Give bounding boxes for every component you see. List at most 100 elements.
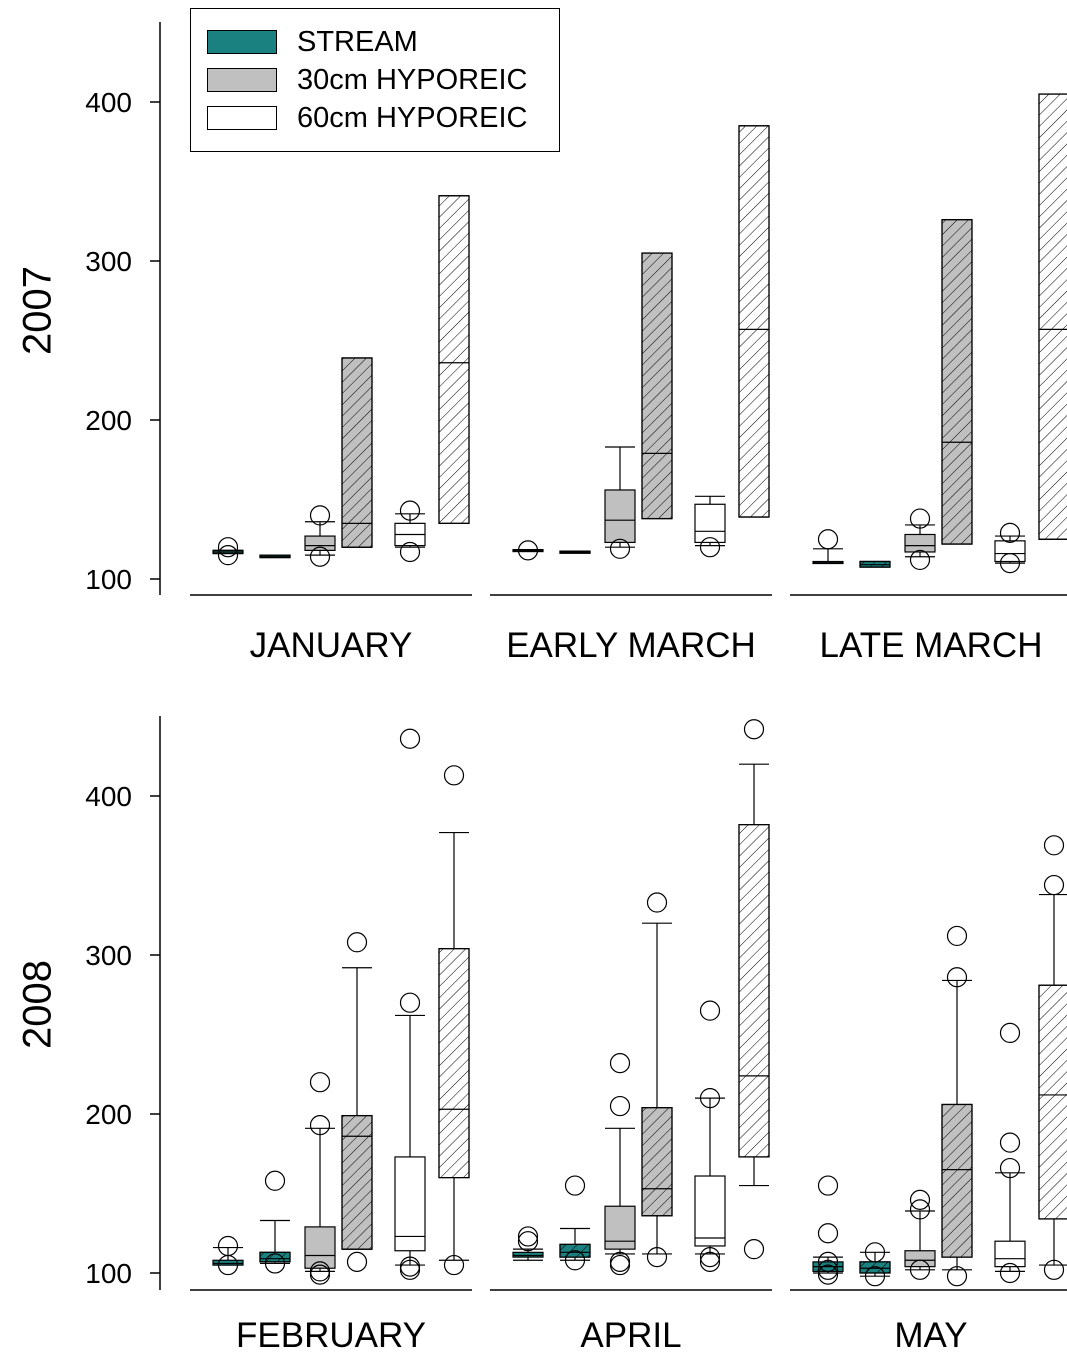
late-march-box-5-outlier-2 — [999, 522, 1021, 543]
may-box-4-outlier-3 — [946, 925, 968, 947]
january-box-3-outlier-1 — [309, 546, 331, 567]
may-box-6-hatch — [1038, 984, 1067, 1220]
january-box-3-outlier-2 — [309, 505, 331, 526]
february-box-5-box — [394, 1156, 426, 1252]
y-tick-2007-400: 400 — [85, 87, 132, 118]
month-label-late-march: LATE MARCH — [819, 626, 1043, 665]
april-box-6-outlier-1 — [743, 1239, 765, 1260]
legend-swatch-60cm — [207, 106, 277, 130]
april-box-6-outlier-2 — [743, 719, 765, 740]
april-box-3-outlier-3 — [609, 1095, 631, 1117]
month-label-february: FEBRUARY — [236, 1316, 426, 1355]
y-tick-2008-400: 400 — [85, 781, 132, 812]
y-tick-2008-300: 300 — [85, 940, 132, 971]
may-box-1-outlier-2 — [817, 1259, 839, 1280]
april-box-3-box — [604, 1205, 636, 1250]
late-march-box-4-hatch — [941, 219, 973, 545]
february-box-1-outlier-2 — [217, 1235, 239, 1257]
legend-swatch-30cm — [207, 68, 277, 92]
february-box-6-outlier-1 — [443, 1254, 465, 1276]
february-box-6-outlier-2 — [443, 765, 465, 786]
late-march-box-3-box — [904, 533, 936, 553]
february-box-2-hatch — [259, 1251, 291, 1263]
y-tick-2007-300: 300 — [85, 246, 132, 277]
legend: STREAM 30cm HYPOREIC 60cm HYPOREIC — [190, 8, 560, 152]
february-box-5-outlier-3 — [399, 992, 421, 1013]
february-box-3-outlier-3 — [309, 1115, 331, 1136]
legend-label-30cm: 30cm HYPOREIC — [297, 63, 528, 96]
may-box-2-outlier-2 — [864, 1242, 886, 1263]
may-box-3-outlier-1 — [909, 1259, 931, 1280]
legend-item-60cm: 60cm HYPOREIC — [207, 102, 527, 134]
may-box-2-outlier-1 — [864, 1266, 886, 1287]
january-box-1-outlier-2 — [217, 537, 239, 558]
early-march-box-5-outlier-1 — [699, 537, 721, 558]
month-label-january: JANUARY — [249, 626, 413, 665]
may-box-4-outlier-1 — [946, 1266, 968, 1287]
may-box-1-outlier-3 — [817, 1251, 839, 1272]
february-box-4-hatch — [341, 1114, 373, 1250]
y-tick-2007-100: 100 — [85, 564, 132, 595]
may-box-5-outlier-3 — [999, 1132, 1021, 1153]
january-box-1-outlier-1 — [217, 545, 239, 566]
may-box-5-outlier-2 — [999, 1157, 1021, 1179]
may-box-6-outlier-3 — [1043, 835, 1065, 856]
y-tick-2008-100: 100 — [85, 1258, 132, 1289]
early-march-box-5-box — [694, 503, 726, 544]
legend-item-stream: STREAM — [207, 26, 418, 58]
january-box-5-outlier-2 — [399, 500, 421, 521]
february-box-2-outlier-1 — [264, 1253, 286, 1274]
february-box-5-outlier-2 — [399, 1256, 421, 1277]
april-box-1-outlier-2 — [517, 1226, 539, 1247]
month-label-early-march: EARLY MARCH — [506, 626, 756, 665]
may-box-3-box — [904, 1250, 936, 1268]
late-march-box-3-outlier-1 — [909, 549, 931, 571]
may-box-4-outlier-2 — [946, 967, 968, 988]
may-box-3-outlier-2 — [909, 1199, 931, 1220]
february-box-2-outlier-2 — [264, 1170, 286, 1191]
may-box-2-hatch — [859, 1261, 891, 1274]
february-box-4-outlier-2 — [346, 932, 368, 953]
april-box-3-outlier-4 — [609, 1053, 631, 1074]
january-box-5-outlier-1 — [399, 541, 421, 563]
january-box-6-hatch — [438, 195, 470, 524]
may-box-5-outlier-1 — [999, 1262, 1021, 1284]
april-box-2-outlier-2 — [564, 1175, 586, 1196]
legend-swatch-stream — [207, 30, 277, 54]
legend-item-30cm: 30cm HYPOREIC — [207, 64, 527, 96]
february-box-1-box — [212, 1259, 244, 1266]
month-label-april: APRIL — [580, 1316, 682, 1355]
april-box-2-outlier-1 — [564, 1250, 586, 1271]
may-box-6-outlier-2 — [1043, 874, 1065, 896]
y-tick-2007-200: 200 — [85, 405, 132, 436]
late-march-box-6-hatch — [1038, 93, 1067, 540]
early-march-box-6-hatch — [738, 125, 770, 518]
april-box-5-outlier-1 — [699, 1251, 721, 1272]
may-box-1-outlier-4 — [817, 1223, 839, 1244]
april-box-1-outlier-1 — [517, 1231, 539, 1252]
late-march-box-3-outlier-2 — [909, 508, 931, 529]
early-march-box-4-hatch — [641, 252, 673, 520]
late-march-box-5-outlier-1 — [999, 552, 1021, 574]
february-box-4-outlier-1 — [346, 1251, 368, 1272]
february-box-6-hatch — [438, 948, 470, 1179]
april-box-4-outlier-2 — [646, 892, 668, 913]
late-march-box-5-box — [994, 540, 1026, 563]
april-box-5-outlier-2 — [699, 1246, 721, 1268]
january-box-4-hatch — [341, 357, 373, 548]
april-box-3-outlier-2 — [609, 1251, 631, 1272]
may-box-3-outlier-3 — [909, 1189, 931, 1210]
april-box-5-outlier-3 — [699, 1087, 721, 1109]
april-box-5-outlier-4 — [699, 1000, 721, 1021]
february-box-5-outlier-4 — [399, 728, 421, 749]
legend-label-60cm: 60cm HYPOREIC — [297, 101, 528, 134]
january-box-3-box — [304, 535, 336, 551]
april-box-5-box — [694, 1175, 726, 1247]
may-box-4-hatch — [941, 1103, 973, 1258]
month-label-may: MAY — [894, 1316, 968, 1355]
april-box-4-hatch — [641, 1107, 673, 1217]
may-box-1-outlier-1 — [817, 1264, 839, 1285]
april-box-6-hatch — [738, 824, 770, 1158]
may-box-5-outlier-4 — [999, 1022, 1021, 1044]
